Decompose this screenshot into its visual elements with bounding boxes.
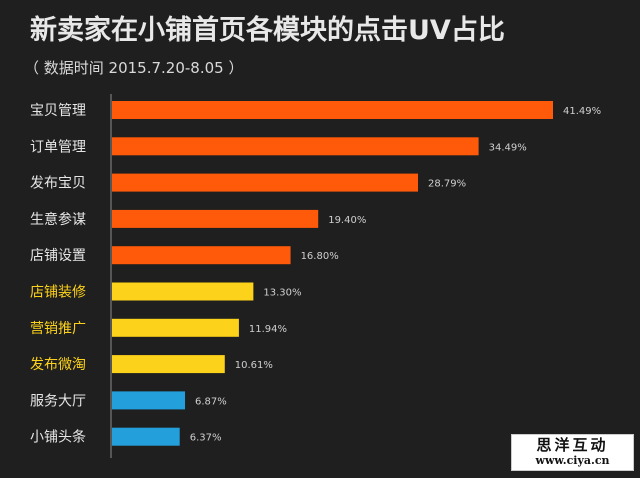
category-label: 小铺头条 <box>30 429 86 446</box>
value-label: 16.80% <box>301 251 339 262</box>
category-label: 宝贝管理 <box>30 103 86 119</box>
category-label: 发布微淘 <box>30 357 86 373</box>
value-label: 19.40% <box>328 215 366 226</box>
chart-title: 新卖家在小铺首页各模块的点击UV占比 <box>30 15 505 46</box>
category-label: 生意参谋 <box>30 211 86 228</box>
value-label: 6.87% <box>195 396 227 407</box>
bar <box>112 209 319 228</box>
value-label: 13.30% <box>263 288 301 299</box>
bar <box>112 282 254 301</box>
watermark-logo: 思洋互动 www.ciya.cn <box>511 434 634 471</box>
category-label: 店铺设置 <box>30 248 86 264</box>
bar <box>112 427 180 446</box>
bar <box>112 137 479 156</box>
value-label: 6.37% <box>190 433 222 444</box>
category-label: 店铺装修 <box>30 285 86 301</box>
category-label: 服务大厅 <box>30 393 86 409</box>
bar <box>112 246 291 265</box>
value-label: 41.49% <box>563 106 601 117</box>
chart-subtitle: （ 数据时间 2015.7.20-8.05 ） <box>24 59 244 77</box>
bar <box>112 173 419 192</box>
bar <box>112 391 186 410</box>
bars-layer: 宝贝管理 41.49% 订单管理 34.49% 发布宝贝 28.79% 生意参谋 19.40%… <box>30 101 601 446</box>
value-label: 11.94% <box>249 324 287 335</box>
bar <box>112 318 239 337</box>
category-label: 营销推广 <box>30 321 86 337</box>
value-label: 10.61% <box>235 360 273 371</box>
value-label: 28.79% <box>428 179 466 190</box>
category-label: 发布宝贝 <box>30 176 86 192</box>
category-label: 订单管理 <box>30 139 86 155</box>
bar <box>112 355 225 374</box>
watermark-url: www.ciya.cn <box>535 454 610 467</box>
value-label: 34.49% <box>489 142 527 153</box>
watermark-name: 思洋互动 <box>536 436 609 454</box>
bar <box>112 101 553 119</box>
